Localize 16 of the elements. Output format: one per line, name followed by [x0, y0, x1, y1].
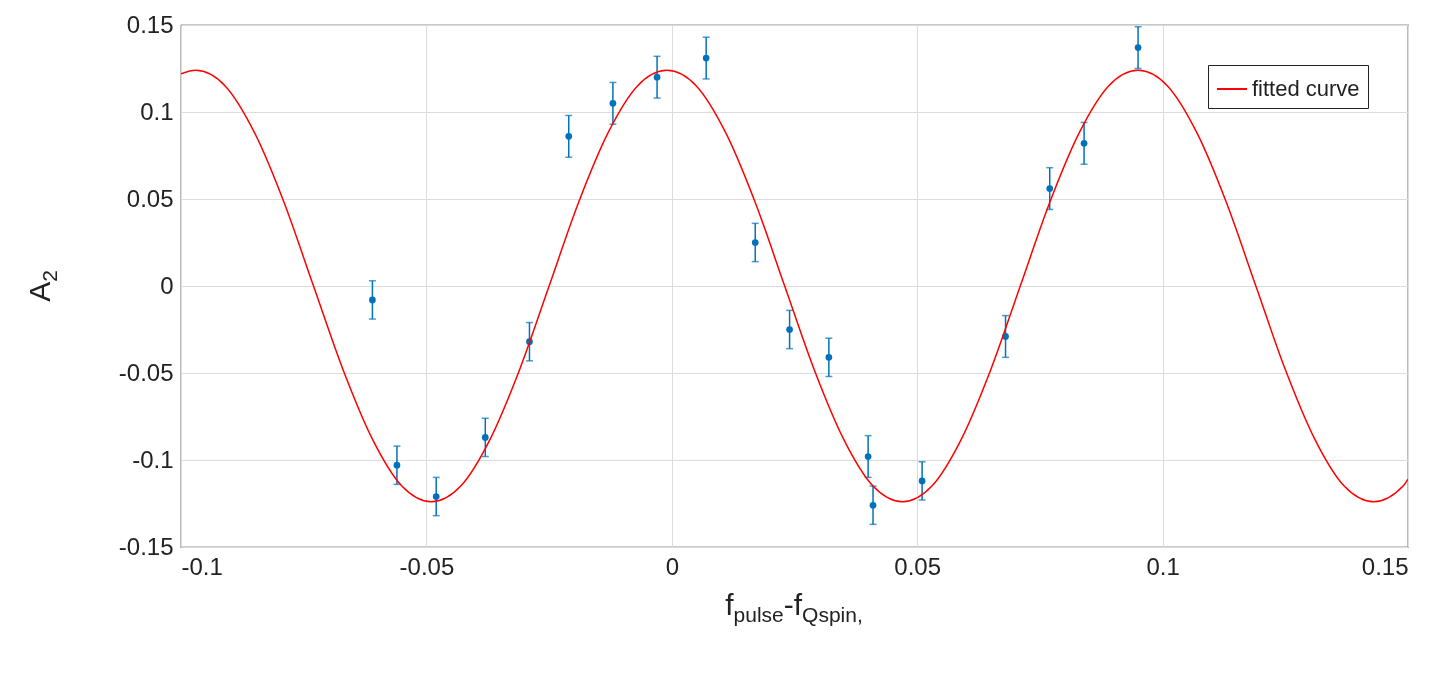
y-tick-label: -0.15: [118, 532, 174, 560]
y-tick-label: 0.1: [140, 97, 174, 125]
y-tick-label: 0: [160, 271, 174, 299]
x-tick-label: 0: [665, 552, 679, 580]
y-tick-label: 0.05: [126, 184, 174, 212]
x-tick-label: -0.1: [181, 552, 223, 580]
x-axis-title: f$_{pulse}$-f$_{Qspin,}$: [725, 588, 863, 627]
y-tick-label: -0.05: [118, 358, 174, 386]
x-tick-label: 0.15: [1361, 552, 1409, 580]
x-tick-label: 0.05: [894, 552, 942, 580]
y-tick-label: 0.15: [126, 10, 174, 38]
legend-label: fitted curve: [1252, 76, 1360, 101]
line-series: [181, 69, 1408, 503]
y-tick-label: -0.1: [132, 445, 174, 473]
x-tick-label: -0.05: [399, 552, 455, 580]
x-tick-label: 0.1: [1146, 552, 1180, 580]
